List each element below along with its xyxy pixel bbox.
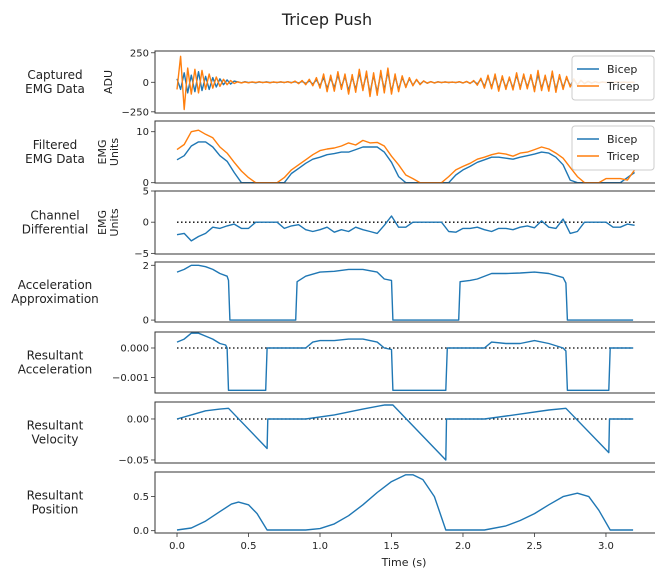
- series-line-0: [176, 404, 634, 461]
- row-label: Filtered: [33, 138, 77, 152]
- legend-label: Bicep: [607, 133, 637, 146]
- y-tick-label: 0.000: [120, 343, 149, 354]
- y-axis-label: EMG: [96, 210, 109, 235]
- y-tick-label: 0: [143, 78, 149, 89]
- x-axis-label: Time (s): [381, 556, 427, 569]
- axes-frame: [154, 261, 655, 323]
- y-tick-label: −0.001: [112, 373, 149, 384]
- y-axis-label: ADU: [102, 70, 115, 94]
- row-label: Captured: [27, 68, 82, 82]
- axes-frame: [154, 401, 655, 464]
- series-line-tricep: [176, 129, 636, 183]
- y-tick-label: 250: [130, 48, 149, 59]
- row-label: Channel: [30, 209, 79, 223]
- series-line-0: [176, 215, 635, 242]
- row-label: Resultant: [27, 419, 84, 433]
- series-line-0: [176, 332, 634, 391]
- x-tick-label: 0.5: [241, 541, 257, 552]
- y-axis-label: EMG: [96, 140, 109, 165]
- y-tick-label: −0.05: [118, 455, 149, 466]
- row-label: Velocity: [31, 433, 78, 447]
- y-axis-label: Units: [108, 208, 121, 236]
- row-label: Resultant: [27, 489, 84, 503]
- axes-frame: [154, 471, 655, 534]
- row-label: EMG Data: [25, 152, 85, 166]
- y-tick-label: 5: [143, 187, 149, 198]
- x-tick-label: 1.5: [384, 541, 400, 552]
- x-tick-label: 1.0: [312, 541, 328, 552]
- x-tick-label: 0.0: [169, 541, 185, 552]
- y-tick-label: 10: [136, 127, 149, 138]
- y-tick-label: −5: [134, 249, 149, 260]
- row-label: Acceleration: [18, 278, 93, 292]
- axes-frame: [154, 190, 655, 255]
- row-label: Differential: [22, 223, 89, 237]
- row-label: EMG Data: [25, 82, 85, 96]
- legend-label: Tricep: [606, 80, 639, 93]
- y-tick-label: 0.0: [133, 526, 149, 537]
- y-tick-label: 0: [143, 316, 149, 327]
- row-label: Approximation: [11, 292, 99, 306]
- legend: Bicep Tricep: [571, 125, 655, 171]
- legend-label: Bicep: [607, 63, 637, 76]
- row-label: Resultant: [27, 349, 84, 363]
- figure-title: Tricep Push: [281, 10, 372, 29]
- axes-frame: [154, 50, 655, 114]
- y-tick-label: 2: [143, 261, 149, 272]
- x-tick-label: 2.5: [527, 541, 543, 552]
- legend-label: Tricep: [606, 150, 639, 163]
- series-line-tricep: [176, 55, 635, 111]
- row-label: Acceleration: [18, 363, 93, 377]
- y-tick-label: 0: [143, 178, 149, 189]
- y-tick-label: 0.00: [127, 414, 149, 425]
- x-tick-label: 3.0: [598, 541, 614, 552]
- y-tick-label: 0.5: [133, 492, 149, 503]
- x-tick-label: 2.0: [455, 541, 471, 552]
- series-line-0: [176, 474, 634, 531]
- y-tick-label: 0: [143, 218, 149, 229]
- row-label: Position: [32, 503, 79, 517]
- y-tick-label: −250: [122, 107, 149, 118]
- y-axis-label: Units: [108, 138, 121, 166]
- axes-frame: [154, 120, 655, 184]
- legend: Bicep Tricep: [571, 55, 655, 101]
- series-line-0: [176, 264, 634, 321]
- axes-frame: [154, 331, 655, 394]
